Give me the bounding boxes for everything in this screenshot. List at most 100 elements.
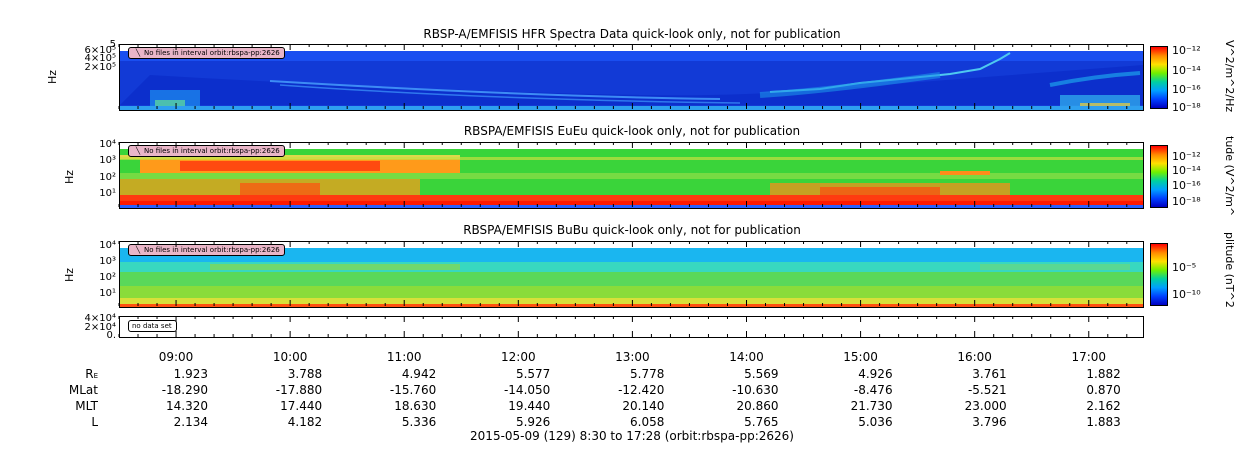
ephemeris-value: -8.476 — [853, 383, 893, 397]
ephemeris-value: 17.440 — [280, 399, 323, 413]
ephemeris-label: RE — [20, 366, 98, 384]
ephemeris-value: -14.050 — [503, 383, 551, 397]
ephemeris-value: 4.926 — [858, 367, 893, 381]
eueu-note-text: No files in interval orbit:rbspa-pp:2626 — [144, 147, 280, 155]
ephemeris-value: 1.923 — [173, 367, 209, 381]
hfr-panel-title: RBSP-A/EMFISIS HFR Spectra Data quick-lo… — [423, 27, 841, 41]
ephemeris-label: MLT — [20, 398, 98, 414]
note-line-icon: ╲ — [135, 147, 141, 155]
eueu-y-tick-1e4: 10⁴ — [99, 139, 116, 150]
empty-y-tick-0: 0. — [106, 330, 116, 341]
eueu-y-tick-1e3: 10³ — [99, 155, 116, 166]
ephemeris-value: -18.290 — [161, 383, 209, 397]
ephemeris-label: MLat — [20, 382, 98, 398]
hfr-note-text: No files in interval orbit:rbspa-pp:2626 — [144, 49, 280, 57]
x-axis-caption: 2015-05-09 (129) 8:30 to 17:28 (orbit:rb… — [470, 429, 794, 443]
note-line-icon: ╲ — [135, 246, 141, 254]
x-time-label: 17:00 — [1071, 350, 1107, 364]
ephemeris-value: 5.569 — [744, 367, 779, 381]
ephemeris-value: 3.796 — [972, 415, 1007, 429]
hfr-no-files-note: ╲ No files in interval orbit:rbspa-pp:262… — [128, 47, 285, 59]
hfr-y-tick-2e5: 2×10⁵ — [84, 62, 116, 73]
x-time-label: 13:00 — [615, 350, 650, 364]
note-line-icon: ╲ — [135, 49, 141, 57]
bubu-cb-tick-5: 10⁻⁵ — [1172, 261, 1197, 274]
bubu-no-files-note: ╲ No files in interval orbit:rbspa-pp:262… — [128, 244, 285, 256]
ephemeris-value: 21.730 — [850, 399, 893, 413]
bubu-y-tick-1e4: 10⁴ — [99, 240, 116, 251]
eueu-colorbar — [1150, 145, 1168, 208]
ephemeris-label-subscript: E — [93, 372, 98, 380]
ephemeris-value: 4.942 — [401, 367, 437, 381]
ephemeris-value: 2.134 — [173, 415, 209, 429]
hfr-spectrogram[interactable]: ╲ No files in interval orbit:rbspa-pp:262… — [119, 44, 1144, 111]
no-data-set-note: no data set — [128, 320, 177, 332]
ephemeris-value: 5.036 — [858, 415, 893, 429]
bubu-panel-title: RBSPA/EMFISIS BuBu quick-look only, not … — [463, 223, 801, 237]
ephemeris-label-text: MLT — [75, 399, 98, 413]
ephemeris-value: 18.630 — [394, 399, 437, 413]
empty-y-tick-2e4: 2×10⁴ — [84, 322, 116, 333]
hfr-y-tick-4e5: 4×10⁵ — [84, 53, 116, 64]
eueu-y-tick-1e2: 10² — [99, 172, 116, 183]
x-time-label: 09:00 — [158, 350, 194, 364]
bubu-y-tick-1e2: 10² — [99, 272, 116, 283]
ephemeris-value: -10.630 — [732, 383, 779, 397]
x-time-label: 12:00 — [501, 350, 536, 364]
hfr-colorbar — [1150, 46, 1168, 109]
eueu-y-tick-1e1: 10¹ — [99, 188, 116, 199]
ephemeris-value: 3.761 — [972, 367, 1007, 381]
ephemeris-label: L — [20, 414, 98, 430]
ephemeris-value: 20.140 — [622, 399, 665, 413]
ephemeris-value: 5.577 — [515, 367, 551, 381]
ephemeris-value: -5.521 — [967, 383, 1007, 397]
bubu-spectrogram[interactable]: ╲ No files in interval orbit:rbspa-pp:262… — [119, 241, 1144, 308]
eueu-no-files-note: ╲ No files in interval orbit:rbspa-pp:262… — [128, 145, 285, 157]
ephemeris-value: 6.058 — [630, 415, 665, 429]
ephemeris-value: 4.182 — [287, 415, 323, 429]
ephemeris-value: 5.778 — [630, 367, 665, 381]
hfr-cb-tick-16: 10⁻¹⁶ — [1172, 83, 1201, 96]
ephemeris-value: 14.320 — [166, 399, 209, 413]
ephemeris-value: -17.880 — [275, 383, 323, 397]
hfr-y-tick-6e5: 6×10⁵ — [84, 45, 116, 56]
ephemeris-value: 5.926 — [515, 415, 551, 429]
empty-data-panel[interactable]: no data set — [119, 316, 1144, 338]
ephemeris-value: 23.000 — [964, 399, 1007, 413]
hfr-cb-tick-12: 10⁻¹² — [1172, 44, 1201, 57]
eueu-spectrogram[interactable]: ╲ No files in interval orbit:rbspa-pp:262… — [119, 142, 1144, 209]
ephemeris-value: 20.860 — [736, 399, 779, 413]
eueu-panel-title: RBSPA/EMFISIS EuEu quick-look only, not … — [463, 124, 801, 138]
ephemeris-label-text: MLat — [68, 383, 98, 397]
eueu-cb-tick-18: 10⁻¹⁸ — [1172, 195, 1201, 208]
hfr-y-top-tick: 5 — [109, 39, 116, 50]
ephemeris-label-text: R — [85, 367, 94, 381]
bubu-colorbar — [1150, 243, 1168, 306]
ephemeris-value: 3.788 — [287, 367, 323, 381]
ephemeris-value: 5.336 — [401, 415, 437, 429]
ephemeris-value: -15.760 — [389, 383, 437, 397]
hfr-spectrogram-image — [120, 45, 1143, 110]
bubu-spectrogram-image — [120, 242, 1143, 307]
x-time-label: 11:00 — [386, 350, 422, 364]
empty-y-tick-4e4: 4×10⁴ — [84, 313, 116, 324]
ephemeris-value: -12.420 — [618, 383, 665, 397]
ephemeris-value: 5.765 — [744, 415, 779, 429]
eueu-cb-tick-12: 10⁻¹² — [1172, 150, 1201, 163]
ephemeris-value: 2.162 — [1086, 399, 1121, 413]
bubu-note-text: No files in interval orbit:rbspa-pp:2626 — [144, 246, 280, 254]
x-time-label: 16:00 — [957, 350, 992, 364]
eueu-cb-tick-16: 10⁻¹⁶ — [1172, 179, 1201, 192]
bubu-y-tick-1e3: 10³ — [99, 256, 116, 267]
hfr-cb-tick-14: 10⁻¹⁴ — [1172, 64, 1201, 77]
ephemeris-label-text: L — [91, 415, 98, 429]
bubu-cb-tick-10: 10⁻¹⁰ — [1172, 288, 1201, 301]
hfr-cb-tick-18: 10⁻¹⁸ — [1172, 101, 1201, 114]
eueu-cb-tick-14: 10⁻¹⁴ — [1172, 164, 1201, 177]
bubu-y-tick-1e1: 10¹ — [99, 288, 116, 299]
x-time-label: 14:00 — [729, 350, 764, 364]
x-time-label: 10:00 — [272, 350, 308, 364]
ephemeris-value: 1.883 — [1086, 415, 1121, 429]
eueu-spectrogram-image — [120, 143, 1143, 208]
